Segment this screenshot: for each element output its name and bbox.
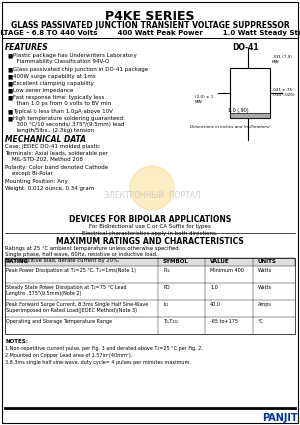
Text: DEVICES FOR BIPOLAR APPLICATIONS: DEVICES FOR BIPOLAR APPLICATIONS [69, 215, 231, 224]
Text: P₂₂: P₂₂ [163, 268, 169, 273]
Text: 1.0: 1.0 [210, 285, 218, 290]
Text: ■: ■ [8, 88, 13, 93]
Text: T₂,T₂₂₂: T₂,T₂₂₂ [163, 319, 178, 324]
Text: Operating and Storage Temperature Range: Operating and Storage Temperature Range [6, 319, 112, 324]
Text: 400W surge capability at 1ms: 400W surge capability at 1ms [13, 74, 96, 79]
Text: RATING: RATING [6, 259, 29, 264]
Text: 1.0 (.90): 1.0 (.90) [228, 108, 249, 113]
Text: Peak Forward Surge Current, 8.3ms Single Half Sine-Wave
Superimposed on Rated Lo: Peak Forward Surge Current, 8.3ms Single… [6, 302, 148, 313]
Text: 3.8.3ms single half sine-wave, duty cycle= 4 pulses per minutes maximum.: 3.8.3ms single half sine-wave, duty cycl… [5, 360, 191, 365]
Text: DO-41: DO-41 [232, 43, 259, 52]
Text: .311 (7.9): .311 (7.9) [272, 55, 292, 59]
Bar [5, 258, 295, 266]
Text: Steady State Power Dissipation at T₂=75 °C Lead
Lengths .375"(9.5mm)(Note 2): Steady State Power Dissipation at T₂=75 … [6, 285, 127, 296]
Text: PD: PD [163, 285, 169, 290]
Text: NOTES:: NOTES: [5, 339, 28, 344]
Text: MAXIMUM RATINGS AND CHARACTERISTICS: MAXIMUM RATINGS AND CHARACTERISTICS [56, 237, 244, 246]
Text: Amps: Amps [258, 302, 272, 307]
Text: Ratings at 25 °C ambient temperature unless otherwise specified.
Single phase, h: Ratings at 25 °C ambient temperature unl… [5, 246, 180, 264]
Text: Dimensions in inches and (millimeters): Dimensions in inches and (millimeters) [190, 125, 270, 129]
Text: For Bidirectional use C or CA Suffix for types
Electrical characteristics apply : For Bidirectional use C or CA Suffix for… [82, 224, 218, 235]
Text: MIN: MIN [195, 100, 202, 104]
Circle shape [130, 166, 174, 210]
Text: Fast response time: typically less
  than 1.0 ps from 0 volts to BV min: Fast response time: typically less than … [13, 95, 111, 106]
Text: Minimum 400: Minimum 400 [210, 268, 244, 273]
Text: ■: ■ [8, 109, 13, 114]
Text: ■: ■ [8, 116, 13, 121]
Text: SYMBOL: SYMBOL [163, 259, 189, 264]
Text: -65 to+175: -65 to+175 [210, 319, 238, 324]
Text: High temperature soldering guaranteed:
  300 °C/10 seconds/.375"/(9.5mm) lead
  : High temperature soldering guaranteed: 3… [13, 116, 125, 133]
Text: ЭЛЕКТРОННЫЙ  ПОРТАЛ: ЭЛЕКТРОННЫЙ ПОРТАЛ [104, 190, 200, 199]
Text: 1.Non-repetitive current pulse, per Fig. 3 and derated above T₂=25 °C per Fig. 2: 1.Non-repetitive current pulse, per Fig.… [5, 346, 203, 351]
Text: Peak Power Dissipation at T₂=25 °C, T₂=1ms(Note 1): Peak Power Dissipation at T₂=25 °C, T₂=1… [6, 268, 136, 273]
Text: MIN: MIN [272, 60, 280, 64]
Text: 2.Mounted on Copper Lead area of 1.57in²(40mm²).: 2.Mounted on Copper Lead area of 1.57in²… [5, 353, 132, 358]
Text: Polarity: Color band denoted Cathode
    except Bi-Polar: Polarity: Color band denoted Cathode exc… [5, 165, 108, 176]
Text: ■: ■ [8, 67, 13, 72]
Text: Glass passivated chip junction in DO-41 package: Glass passivated chip junction in DO-41 … [13, 67, 148, 72]
Text: .041 ±.75: .041 ±.75 [272, 88, 292, 92]
Text: ■: ■ [8, 81, 13, 86]
Text: Case: JEDEC DO-41 molded plastic: Case: JEDEC DO-41 molded plastic [5, 144, 100, 149]
Text: VOLTAGE - 6.8 TO 440 Volts        400 Watt Peak Power        1.0 Watt Steady Sta: VOLTAGE - 6.8 TO 440 Volts 400 Watt Peak… [0, 30, 300, 36]
Text: Typical I₂ less than 1.0μA above 10V: Typical I₂ less than 1.0μA above 10V [13, 109, 113, 114]
Text: PANJIT: PANJIT [262, 413, 298, 423]
Text: °C: °C [258, 319, 264, 324]
Text: UNITS: UNITS [258, 259, 277, 264]
Text: Terminals: Axial leads, solderable per
    MIL-STD-202, Method 208: Terminals: Axial leads, solderable per M… [5, 151, 108, 162]
Bar [5, 258, 295, 334]
Text: ■: ■ [8, 95, 13, 100]
Text: ■: ■ [8, 53, 13, 58]
Text: P4KE SERIES: P4KE SERIES [105, 10, 195, 23]
Text: GLASS PASSIVATED JUNCTION TRANSIENT VOLTAGE SUPPRESSOR: GLASS PASSIVATED JUNCTION TRANSIENT VOLT… [11, 21, 290, 30]
Text: Low zener impedance: Low zener impedance [13, 88, 74, 93]
Bar [230, 68, 270, 118]
Text: Weight: 0.012 ounce, 0.34 gram: Weight: 0.012 ounce, 0.34 gram [5, 186, 94, 191]
Text: Excellent clamping capability: Excellent clamping capability [13, 81, 94, 86]
Text: Mounting Position: Any: Mounting Position: Any [5, 179, 68, 184]
Text: I₂₂: I₂₂ [163, 302, 168, 307]
Text: MECHANICAL DATA: MECHANICAL DATA [5, 135, 86, 144]
Text: VALUE: VALUE [210, 259, 230, 264]
Text: Plastic package has Underwriters Laboratory
  Flammability Classification 94V-O: Plastic package has Underwriters Laborat… [13, 53, 137, 64]
Bar [230, 113, 270, 118]
Text: .034 (.020): .034 (.020) [272, 93, 295, 97]
Text: ■: ■ [8, 74, 13, 79]
Text: (2.0) ±.1: (2.0) ±.1 [195, 95, 213, 99]
Text: Watts: Watts [258, 285, 272, 290]
FancyBboxPatch shape [2, 2, 298, 423]
Text: 40.0: 40.0 [210, 302, 221, 307]
Text: Watts: Watts [258, 268, 272, 273]
Text: FEATURES: FEATURES [5, 43, 49, 52]
